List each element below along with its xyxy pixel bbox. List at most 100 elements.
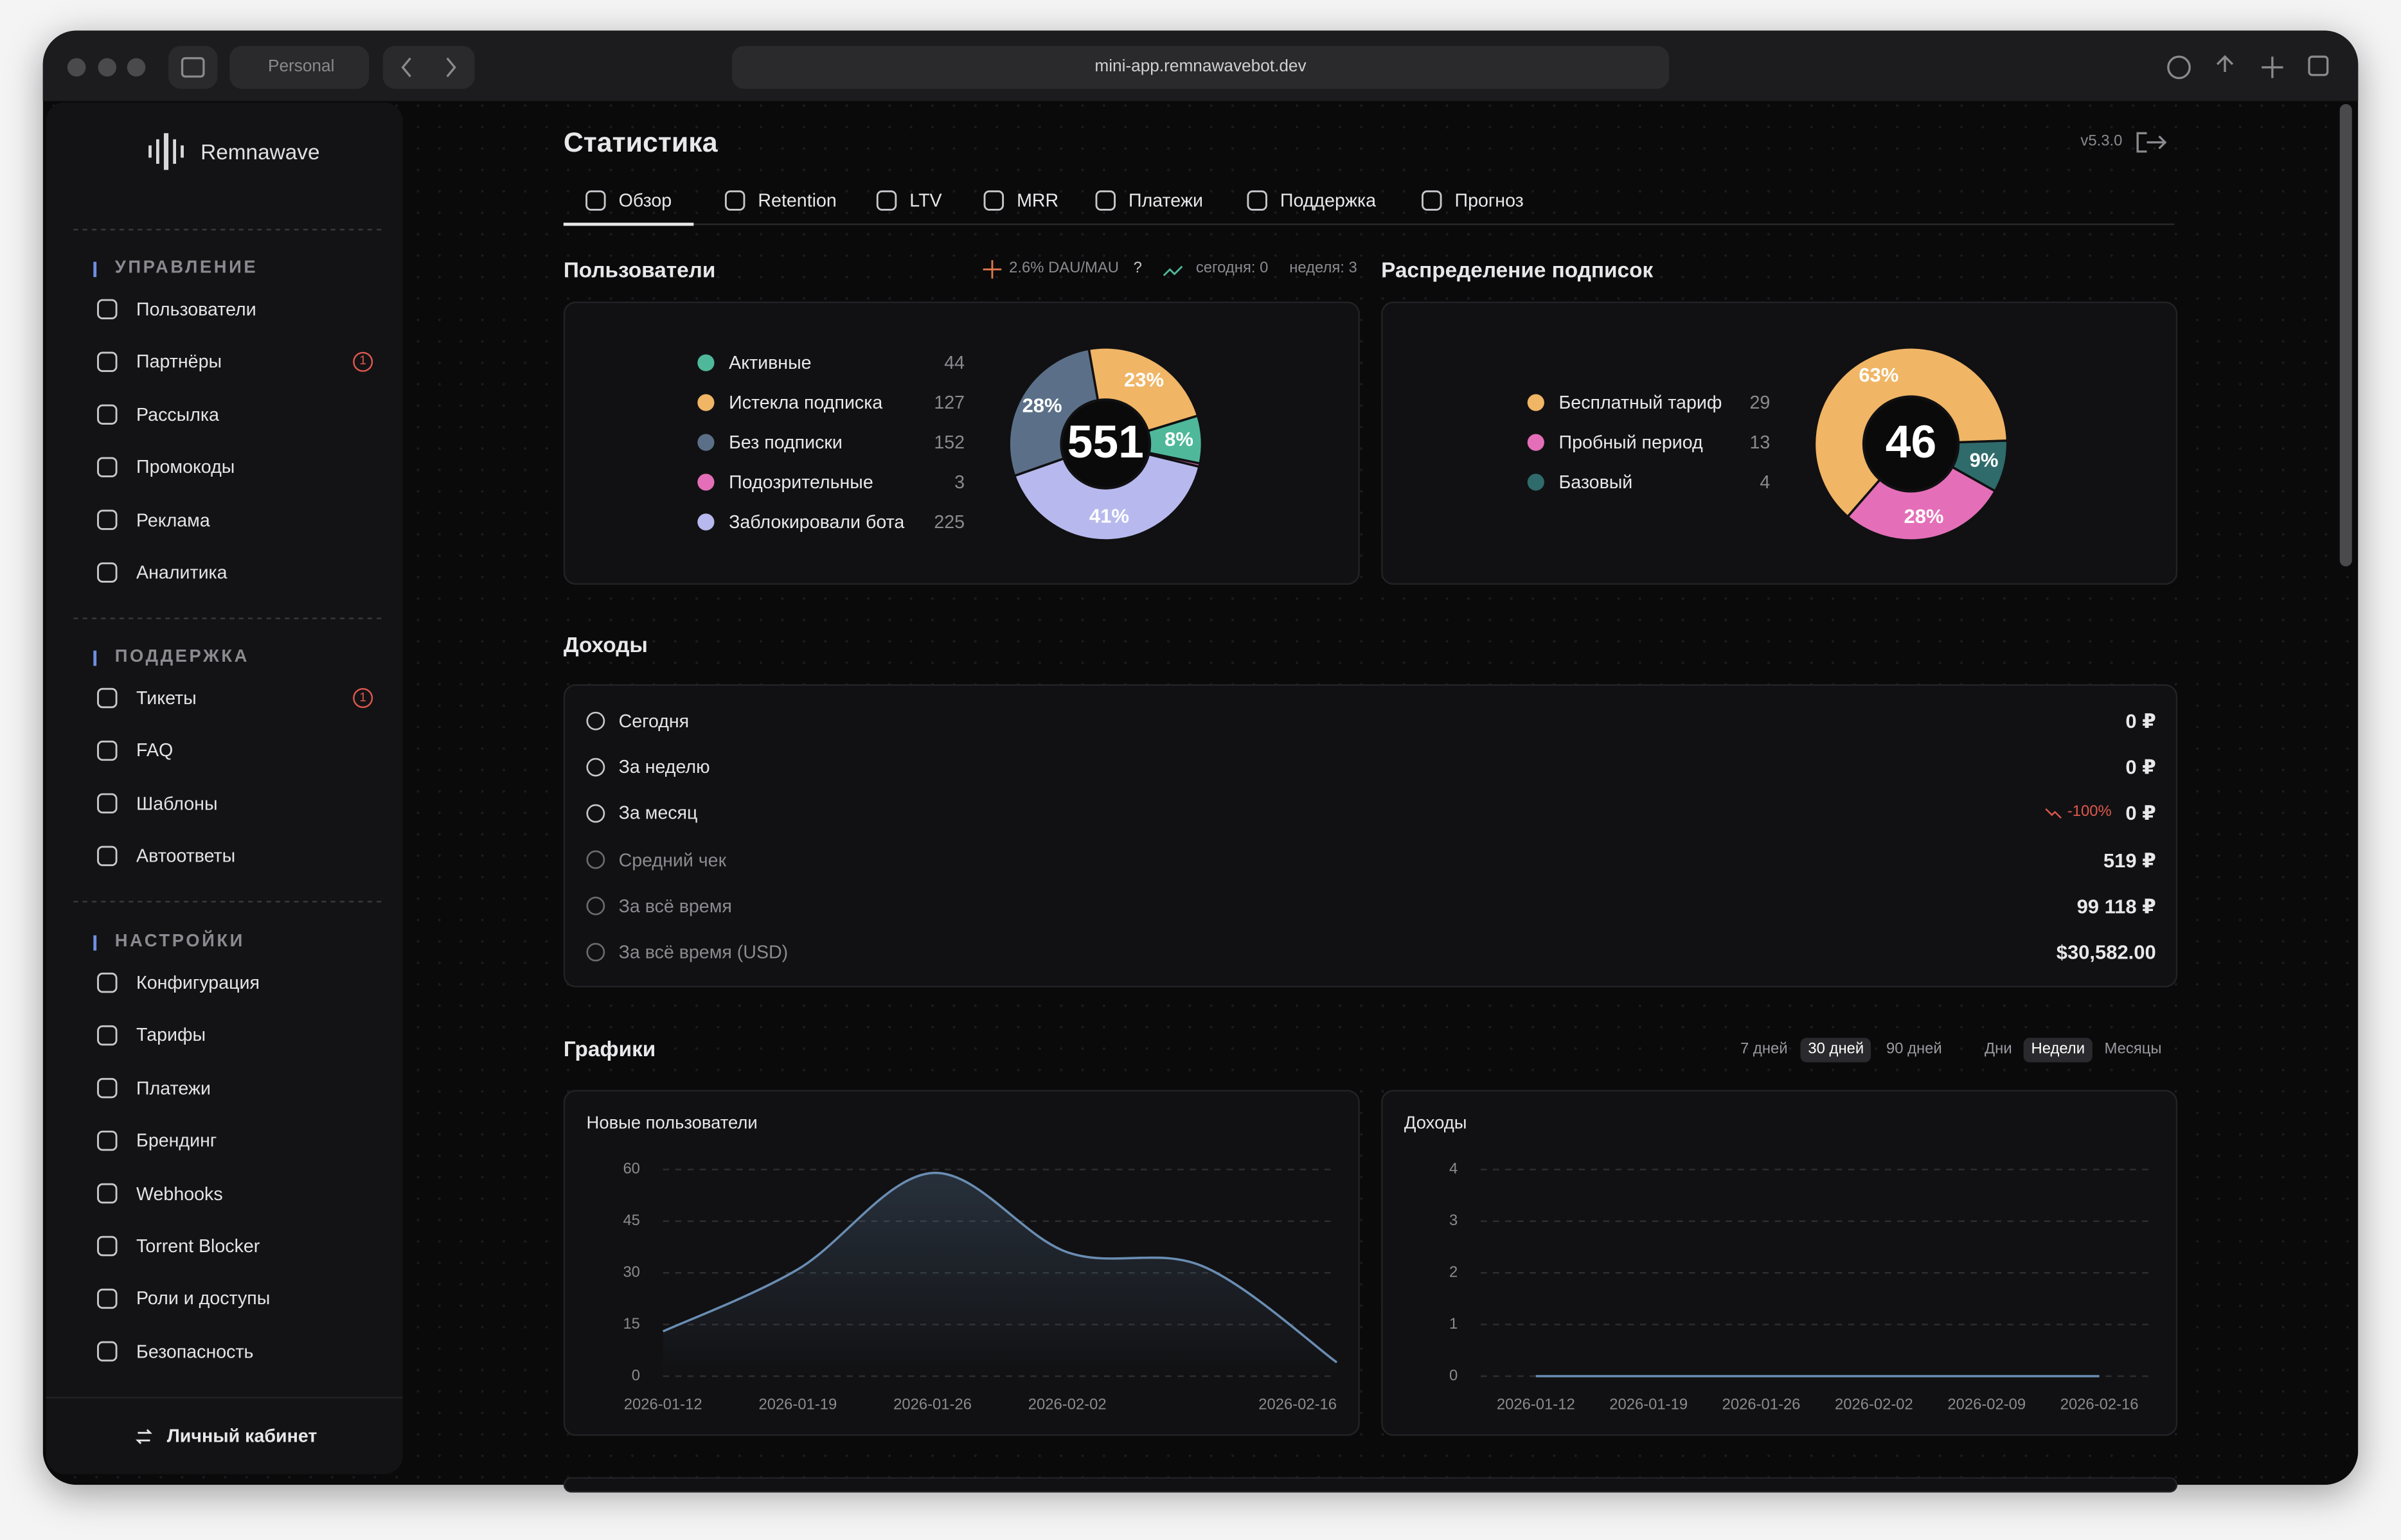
icon bbox=[586, 804, 605, 823]
range-button[interactable]: 7 дней bbox=[1740, 1041, 1788, 1058]
page-title: Статистика bbox=[563, 127, 718, 158]
nav-item[interactable]: Аналитика bbox=[136, 562, 228, 583]
pie-slice bbox=[1087, 346, 1200, 432]
nav-item[interactable]: Автоответы bbox=[136, 845, 236, 867]
legend-dot bbox=[697, 513, 715, 531]
legend-label: Базовый bbox=[1558, 471, 1633, 493]
income-label: За неделю bbox=[618, 756, 710, 778]
icon bbox=[97, 404, 118, 425]
nav-buttons[interactable] bbox=[382, 46, 475, 89]
icon bbox=[97, 299, 118, 320]
traffic-lights[interactable] bbox=[67, 58, 146, 77]
y-tick-label: 0 bbox=[1449, 1367, 1458, 1384]
period-button[interactable]: Недели bbox=[2023, 1038, 2093, 1063]
week-count: неделя: 3 bbox=[1289, 260, 1357, 278]
range-button[interactable]: 90 дней bbox=[1886, 1041, 1942, 1058]
slice-label: 23% bbox=[1124, 369, 1164, 391]
tab[interactable]: Обзор bbox=[618, 190, 672, 211]
nav-item[interactable]: Тарифы bbox=[136, 1024, 206, 1047]
range-button[interactable]: 30 дней bbox=[1800, 1038, 1872, 1063]
scrollbar[interactable] bbox=[2339, 104, 2352, 567]
icon bbox=[1163, 265, 1183, 276]
chart-title: Новые пользователи bbox=[586, 1115, 758, 1133]
tab[interactable]: Поддержка bbox=[1280, 190, 1377, 211]
legend-value: 44 bbox=[944, 352, 965, 374]
nav-item[interactable]: Шаблоны bbox=[136, 792, 218, 815]
y-tick-label: 60 bbox=[623, 1160, 640, 1178]
x-tick-label: 2026-01-26 bbox=[1722, 1396, 1801, 1413]
icon bbox=[724, 190, 745, 211]
y-tick-label: 30 bbox=[623, 1263, 640, 1280]
nav-item[interactable]: FAQ bbox=[136, 739, 174, 762]
period-button[interactable]: Месяцы bbox=[2104, 1041, 2162, 1058]
income-label: Сегодня bbox=[618, 710, 690, 732]
slice-label: 28% bbox=[1904, 505, 1943, 527]
donut-total: 46 bbox=[1886, 416, 1937, 468]
section-marker bbox=[93, 935, 97, 951]
income-value: 519 ₽ bbox=[2103, 848, 2156, 871]
line bbox=[662, 1171, 1338, 1364]
nav-item[interactable]: Роли и доступы bbox=[136, 1288, 271, 1310]
nav-item[interactable]: Рассылка bbox=[136, 403, 219, 425]
legend-dot bbox=[1527, 394, 1544, 411]
x-tick-label: 2026-02-16 bbox=[2060, 1396, 2139, 1413]
subscriptions-card bbox=[1381, 301, 2178, 585]
tab[interactable]: Retention bbox=[758, 190, 837, 211]
legend-label: Бесплатный тариф bbox=[1558, 391, 1722, 414]
tab[interactable]: MRR bbox=[1017, 190, 1059, 211]
nav-item[interactable]: Партнёры bbox=[136, 351, 222, 373]
nav-item[interactable]: Безопасность bbox=[136, 1340, 254, 1363]
icon bbox=[97, 1025, 118, 1046]
income-label: За всё время bbox=[618, 895, 732, 917]
legend-label: Активные bbox=[729, 352, 812, 374]
y-tick-label: 0 bbox=[632, 1367, 640, 1384]
nav-item[interactable]: Webhooks bbox=[136, 1182, 223, 1205]
icon bbox=[876, 190, 897, 211]
icon bbox=[97, 1341, 118, 1362]
pie-slice bbox=[1813, 346, 2009, 518]
nav-item[interactable]: Тикеты bbox=[136, 687, 197, 709]
nav-item[interactable]: Torrent Blocker bbox=[136, 1235, 260, 1257]
tab[interactable]: Платежи bbox=[1129, 190, 1203, 211]
profile-button[interactable] bbox=[229, 46, 370, 89]
legend-label: Истекла подписка bbox=[729, 391, 883, 414]
chart-card bbox=[1381, 1090, 2178, 1436]
help[interactable]: ? bbox=[1133, 260, 1142, 278]
legend-label: Заблокировали бота bbox=[729, 511, 905, 533]
pie-slice bbox=[1008, 348, 1100, 477]
nav-item[interactable]: Реклама bbox=[136, 509, 210, 531]
toolbar-icons[interactable] bbox=[181, 55, 2329, 153]
nav-item[interactable]: Платежи bbox=[136, 1077, 211, 1099]
sidebar-toggle[interactable] bbox=[168, 46, 218, 89]
pie-slice bbox=[1013, 453, 1201, 542]
nav-item[interactable]: Брендинг bbox=[136, 1129, 217, 1152]
icon bbox=[586, 850, 605, 869]
url-text: mini-app.remnawavebot.dev bbox=[1094, 57, 1307, 76]
badge-count: 1 bbox=[359, 354, 366, 368]
nav-item[interactable]: Конфигурация bbox=[136, 971, 260, 994]
icon bbox=[586, 896, 605, 916]
legend-dot bbox=[697, 434, 715, 451]
icon bbox=[586, 943, 605, 962]
nav-item[interactable]: Промокоды bbox=[136, 456, 235, 478]
icon bbox=[97, 351, 118, 372]
icon bbox=[586, 757, 605, 777]
tab[interactable]: LTV bbox=[909, 190, 942, 211]
period-button[interactable]: Дни bbox=[1985, 1041, 2012, 1058]
icon bbox=[2045, 808, 2062, 819]
legend-value: 13 bbox=[1749, 431, 1771, 454]
tab[interactable]: Прогноз bbox=[1454, 190, 1524, 211]
nav-item[interactable]: Пользователи bbox=[136, 298, 256, 320]
icon bbox=[586, 711, 605, 730]
legend-dot bbox=[697, 354, 715, 371]
icon bbox=[97, 1288, 118, 1309]
legend-label: Пробный период bbox=[1558, 431, 1703, 454]
slice-label: 9% bbox=[1970, 449, 1999, 472]
section-title: НАСТРОЙКИ bbox=[114, 932, 245, 951]
icon bbox=[97, 972, 118, 993]
url-bar[interactable] bbox=[731, 46, 1670, 89]
cabinet-link[interactable]: Личный кабинет bbox=[166, 1425, 317, 1447]
section-title: УПРАВЛЕНИЕ bbox=[114, 259, 258, 278]
